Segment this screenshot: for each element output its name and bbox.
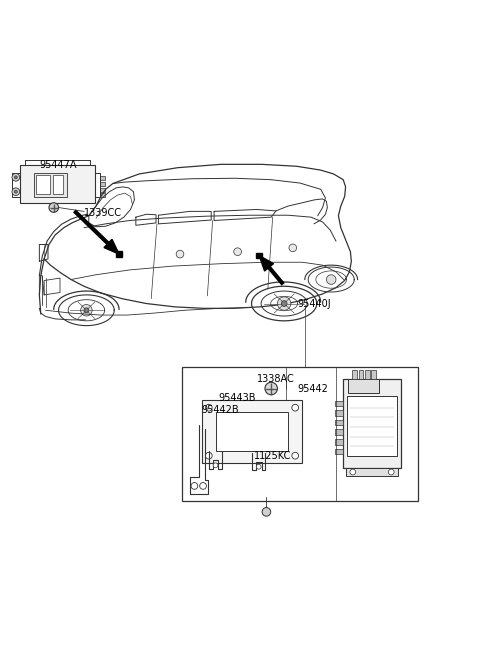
Circle shape [262, 508, 271, 516]
Circle shape [81, 304, 92, 316]
Circle shape [326, 275, 336, 284]
Circle shape [234, 248, 241, 256]
Bar [335, 439, 343, 445]
Circle shape [256, 464, 261, 469]
Bar [346, 468, 398, 476]
Circle shape [12, 173, 20, 181]
Circle shape [205, 452, 212, 459]
Bar [20, 166, 95, 203]
Bar [53, 175, 63, 194]
Bar [335, 449, 343, 454]
Circle shape [350, 469, 356, 475]
Bar [371, 371, 376, 379]
Circle shape [191, 483, 198, 489]
Bar [100, 182, 105, 186]
Bar [256, 253, 262, 258]
Circle shape [84, 308, 89, 313]
Bar [347, 396, 397, 456]
Circle shape [12, 188, 20, 196]
Bar [348, 379, 379, 394]
Circle shape [200, 483, 206, 489]
Polygon shape [259, 256, 274, 271]
Text: 95442: 95442 [298, 384, 328, 394]
Circle shape [14, 191, 17, 193]
Circle shape [281, 301, 287, 306]
Bar [335, 410, 343, 416]
Circle shape [289, 244, 297, 252]
Circle shape [388, 469, 394, 475]
Bar [100, 189, 105, 193]
Text: 1125KC: 1125KC [254, 451, 292, 461]
Bar [343, 379, 401, 468]
Polygon shape [104, 239, 119, 254]
Bar [335, 429, 343, 435]
Circle shape [49, 203, 59, 212]
Bar [335, 401, 343, 406]
Circle shape [292, 404, 299, 411]
Bar [34, 173, 67, 196]
Bar [216, 413, 288, 451]
Text: 95443B: 95443B [218, 394, 256, 403]
Circle shape [176, 250, 184, 258]
Bar [100, 193, 105, 197]
Circle shape [292, 452, 299, 459]
Circle shape [277, 297, 291, 310]
Text: 95440J: 95440J [298, 299, 331, 309]
Bar [116, 251, 122, 257]
Text: 95442B: 95442B [202, 405, 239, 415]
Circle shape [213, 463, 218, 468]
Bar [182, 367, 418, 501]
Text: 1338AC: 1338AC [257, 374, 295, 384]
Bar [335, 420, 343, 426]
Circle shape [205, 404, 212, 411]
Bar [202, 401, 302, 463]
Bar [352, 371, 357, 379]
Bar [365, 371, 370, 379]
Circle shape [265, 382, 277, 395]
Circle shape [14, 176, 17, 179]
Bar [100, 176, 105, 180]
Bar [36, 175, 50, 194]
Text: 1339CC: 1339CC [84, 208, 122, 217]
Bar [359, 371, 363, 379]
Text: 95447A: 95447A [39, 160, 77, 170]
